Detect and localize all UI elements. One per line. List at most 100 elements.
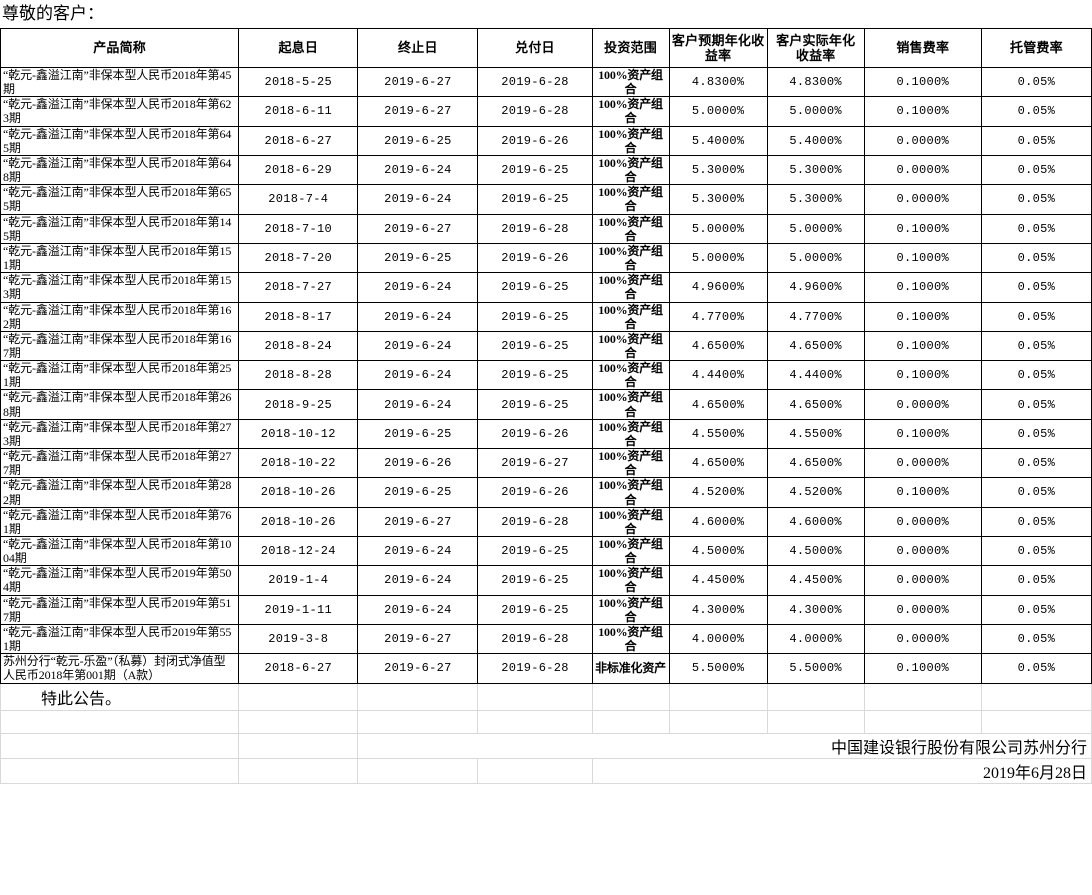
footer-empty-cell	[357, 683, 479, 711]
cell-expected-rate: 5.0000%	[668, 96, 768, 127]
column-header-end: 终止日	[357, 28, 479, 68]
cell-custody-fee: 0.05%	[980, 66, 1092, 98]
cell-start-date: 2018-6-27	[238, 125, 359, 156]
cell-actual-rate: 5.3000%	[766, 184, 865, 215]
footer-empty-cell	[668, 683, 768, 711]
cell-investment-scope: 100%资产组合	[591, 448, 670, 479]
cell-product-name: “乾元-鑫溢江南”非保本型人民币2018年第268期	[0, 389, 240, 420]
cell-start-date: 2018-7-20	[238, 242, 359, 274]
cell-expected-rate: 5.0000%	[668, 242, 768, 274]
cell-sales-fee: 0.1000%	[863, 360, 982, 391]
cell-investment-scope: 100%资产组合	[591, 96, 670, 127]
table-header-row: 产品简称 起息日 终止日 兑付日 投资范围 客户预期年化收益率 客户实际年化收益…	[0, 28, 1092, 68]
cell-sales-fee: 0.0000%	[863, 623, 982, 655]
cell-investment-scope: 100%资产组合	[591, 184, 670, 215]
cell-payment-date: 2019-6-26	[477, 418, 593, 450]
cell-sales-fee: 0.1000%	[863, 96, 982, 127]
footer-empty-cell	[863, 710, 982, 734]
table-row: “乾元-鑫溢江南”非保本型人民币2018年第268期 2018-9-25 2019-…	[0, 389, 1092, 420]
cell-sales-fee: 0.0000%	[863, 535, 982, 567]
cell-investment-scope: 100%资产组合	[591, 242, 670, 274]
cell-end-date: 2019-6-24	[357, 565, 479, 596]
cell-product-name: “乾元-鑫溢江南”非保本型人民币2018年第251期	[0, 360, 240, 391]
cell-payment-date: 2019-6-28	[477, 66, 593, 98]
cell-investment-scope: 100%资产组合	[591, 506, 670, 538]
cell-start-date: 2018-10-12	[238, 418, 359, 450]
cell-expected-rate: 5.5000%	[668, 653, 768, 684]
cell-end-date: 2019-6-27	[357, 66, 479, 98]
cell-custody-fee: 0.05%	[980, 272, 1092, 303]
cell-product-name: “乾元-鑫溢江南”非保本型人民币2018年第153期	[0, 272, 240, 303]
cell-custody-fee: 0.05%	[980, 653, 1092, 684]
footer-empty-cell	[477, 710, 593, 734]
cell-product-name: “乾元-鑫溢江南”非保本型人民币2018年第761期	[0, 506, 240, 538]
cell-payment-date: 2019-6-27	[477, 448, 593, 479]
footer-empty-cell	[591, 710, 670, 734]
cell-end-date: 2019-6-25	[357, 125, 479, 156]
table-row: “乾元-鑫溢江南”非保本型人民币2018年第648期 2018-6-29 2019-…	[0, 154, 1092, 186]
cell-expected-rate: 4.4400%	[668, 360, 768, 391]
cell-expected-rate: 4.6500%	[668, 330, 768, 362]
cell-custody-fee: 0.05%	[980, 360, 1092, 391]
cell-expected-rate: 4.5200%	[668, 477, 768, 508]
cell-product-name: “乾元-鑫溢江南”非保本型人民币2018年第623期	[0, 96, 240, 127]
footer-empty-cell	[863, 683, 982, 711]
column-header-pay: 兑付日	[477, 28, 593, 68]
footer-empty-cell	[591, 683, 670, 711]
cell-custody-fee: 0.05%	[980, 242, 1092, 274]
cell-investment-scope: 100%资产组合	[591, 565, 670, 596]
cell-product-name: “乾元-鑫溢江南”非保本型人民币2018年第45期	[0, 66, 240, 98]
cell-actual-rate: 5.0000%	[766, 96, 865, 127]
salutation-text: 尊敬的客户：	[2, 4, 104, 23]
cell-custody-fee: 0.05%	[980, 125, 1092, 156]
cell-actual-rate: 5.5000%	[766, 653, 865, 684]
table-row: “乾元-鑫溢江南”非保本型人民币2018年第151期 2018-7-20 2019-…	[0, 242, 1092, 274]
issuer-text: 中国建设银行股份有限公司苏州分行	[357, 733, 1092, 759]
table-row: “乾元-鑫溢江南”非保本型人民币2019年第517期 2019-1-11 2019-…	[0, 594, 1092, 625]
cell-start-date: 2018-7-10	[238, 213, 359, 244]
cell-start-date: 2018-6-27	[238, 653, 359, 684]
cell-product-name: “乾元-鑫溢江南”非保本型人民币2018年第277期	[0, 448, 240, 479]
cell-start-date: 2018-6-11	[238, 96, 359, 127]
cell-expected-rate: 4.7700%	[668, 301, 768, 332]
cell-product-name: “乾元-鑫溢江南”非保本型人民币2019年第504期	[0, 565, 240, 596]
cell-sales-fee: 0.1000%	[863, 213, 982, 244]
table-row: “乾元-鑫溢江南”非保本型人民币2019年第551期 2019-3-8 2019-6…	[0, 623, 1092, 655]
cell-investment-scope: 100%资产组合	[591, 535, 670, 567]
cell-product-name: “乾元-鑫溢江南”非保本型人民币2018年第167期	[0, 330, 240, 362]
cell-custody-fee: 0.05%	[980, 623, 1092, 655]
footer-empty-cell	[238, 683, 359, 711]
cell-start-date: 2018-10-26	[238, 506, 359, 538]
cell-investment-scope: 100%资产组合	[591, 301, 670, 332]
cell-actual-rate: 4.8300%	[766, 66, 865, 98]
footer-empty-cell	[0, 710, 240, 734]
cell-sales-fee: 0.0000%	[863, 594, 982, 625]
footer-row-notice: 特此公告。	[0, 683, 1092, 711]
table-row: “乾元-鑫溢江南”非保本型人民币2018年第251期 2018-8-28 2019-…	[0, 360, 1092, 391]
table-body: “乾元-鑫溢江南”非保本型人民币2018年第45期 2018-5-25 2019-6…	[0, 66, 1092, 684]
cell-actual-rate: 4.6500%	[766, 448, 865, 479]
cell-investment-scope: 100%资产组合	[591, 360, 670, 391]
cell-product-name: “乾元-鑫溢江南”非保本型人民币2018年第1004期	[0, 535, 240, 567]
cell-payment-date: 2019-6-25	[477, 154, 593, 186]
cell-custody-fee: 0.05%	[980, 213, 1092, 244]
cell-end-date: 2019-6-24	[357, 594, 479, 625]
table-row: “乾元-鑫溢江南”非保本型人民币2018年第282期 2018-10-26 2019…	[0, 477, 1092, 508]
column-header-name: 产品简称	[0, 28, 240, 68]
cell-sales-fee: 0.0000%	[863, 154, 982, 186]
cell-start-date: 2018-12-24	[238, 535, 359, 567]
footer-empty-cell	[980, 710, 1092, 734]
cell-custody-fee: 0.05%	[980, 418, 1092, 450]
footer-empty-cell	[766, 710, 865, 734]
cell-actual-rate: 5.0000%	[766, 213, 865, 244]
cell-actual-rate: 4.4400%	[766, 360, 865, 391]
column-header-scope: 投资范围	[591, 28, 670, 68]
footer-empty-cell	[477, 683, 593, 711]
cell-product-name: “乾元-鑫溢江南”非保本型人民币2018年第282期	[0, 477, 240, 508]
footer-row-date: 2019年6月28日	[0, 758, 1092, 784]
cell-investment-scope: 100%资产组合	[591, 213, 670, 244]
footer-row-issuer: 中国建设银行股份有限公司苏州分行	[0, 733, 1092, 759]
cell-payment-date: 2019-6-25	[477, 535, 593, 567]
footer-row-blank	[0, 710, 1092, 734]
cell-product-name: “乾元-鑫溢江南”非保本型人民币2019年第517期	[0, 594, 240, 625]
